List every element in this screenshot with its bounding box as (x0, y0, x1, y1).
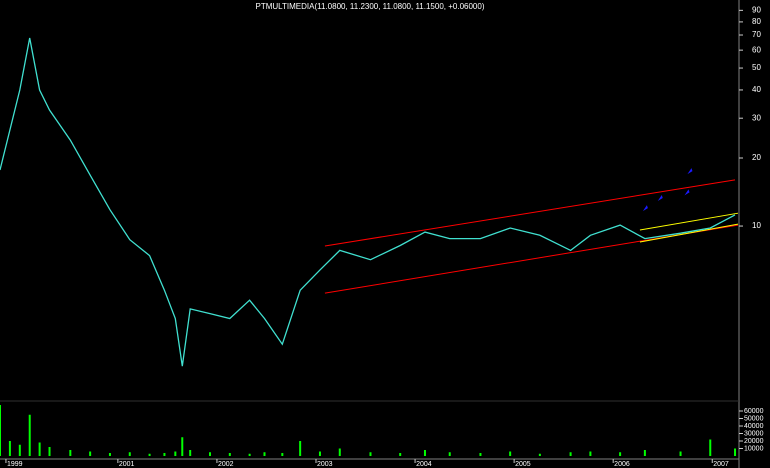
chart-title: PTMULTIMEDIA(11.0800, 11.2300, 11.0800, … (256, 2, 485, 11)
volume-bar (509, 451, 512, 456)
volume-bar (589, 451, 592, 456)
signal-marker (642, 205, 648, 212)
signal-marker (657, 195, 663, 202)
volume-bar (38, 442, 41, 456)
volume-bar (18, 444, 21, 456)
volume-bar (281, 453, 284, 456)
volume-bar (248, 453, 251, 456)
volume-bar (399, 453, 402, 456)
y-tick-label: 90 (752, 5, 761, 14)
y-tick-label: 40 (752, 85, 761, 94)
volume-bar (69, 450, 72, 456)
volume-bar (619, 452, 622, 456)
volume-bar (479, 453, 482, 456)
y-tick-label: 10 (752, 221, 761, 230)
y-tick-label: 60 (752, 45, 761, 54)
volume-bar (538, 453, 541, 456)
price-line (0, 37, 736, 367)
y-tick-label: 80 (752, 17, 761, 26)
volume-bar (89, 451, 92, 456)
volume-bar (318, 451, 321, 456)
trend-line (639, 212, 739, 231)
volume-bar (128, 452, 131, 456)
volume-bar (28, 414, 31, 456)
volume-bar (263, 452, 266, 456)
x-tick-label: 2007 (713, 461, 729, 468)
y-tick-label: 30000 (744, 430, 764, 437)
volume-bar (163, 453, 166, 456)
signal-marker (687, 168, 693, 175)
volume-bar (423, 450, 426, 456)
x-tick-label: 2001 (119, 461, 135, 468)
y-tick-label: 20 (752, 153, 761, 162)
signal-marker (684, 189, 690, 196)
volume-bar (569, 452, 572, 456)
volume-bar (734, 448, 737, 456)
x-tick-label: 2005 (515, 461, 531, 468)
volume-bar (181, 437, 184, 456)
trend-line (324, 179, 736, 247)
trend-line (639, 223, 739, 243)
y-tick-label: 70 (752, 30, 761, 39)
y-tick-label: 10000 (744, 445, 764, 452)
y-tick-label: 30 (752, 113, 761, 122)
x-tick-label: 2002 (218, 461, 234, 468)
volume-bar (709, 439, 712, 456)
volume-bar (148, 453, 151, 456)
volume-bar (338, 448, 341, 456)
volume-bar (8, 441, 11, 456)
volume-bar (174, 451, 177, 456)
volume-bar (679, 451, 682, 456)
y-tick-label: 50 (752, 63, 761, 72)
volume-bar (0, 405, 1, 456)
y-tick-label: 50000 (744, 415, 764, 422)
volume-bar (209, 452, 212, 456)
volume-bar (369, 452, 372, 456)
y-tick-label: 20000 (744, 438, 764, 445)
volume-bar (448, 452, 451, 456)
y-tick-label: 60000 (744, 408, 764, 415)
y-tick-label: 40000 (744, 423, 764, 430)
volume-bar (643, 450, 646, 456)
x-tick-label: 1999 (7, 461, 23, 468)
volume-bar (108, 453, 111, 456)
x-tick-label: 2003 (317, 461, 333, 468)
volume-bar (48, 447, 51, 456)
volume-bar (228, 453, 231, 456)
volume-bar (299, 441, 302, 456)
x-tick-label: 2006 (614, 461, 630, 468)
x-tick-label: 2004 (416, 461, 432, 468)
volume-bar (189, 450, 192, 456)
